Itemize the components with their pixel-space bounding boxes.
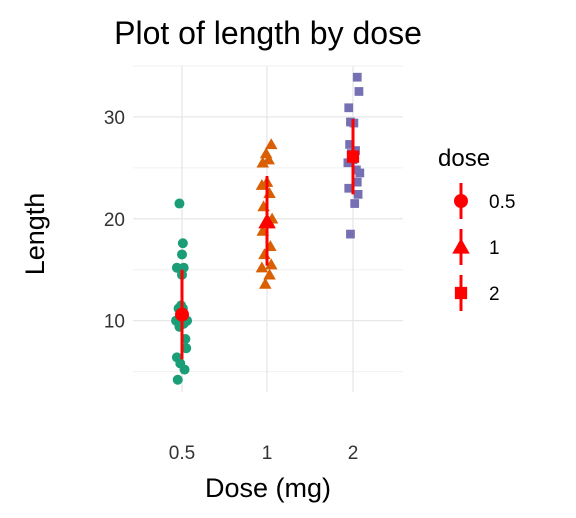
data-point bbox=[172, 374, 183, 385]
data-point bbox=[345, 140, 354, 149]
data-point bbox=[255, 178, 269, 190]
mean-marker bbox=[258, 213, 276, 229]
y-tick-labels: 10 20 30 bbox=[104, 108, 125, 333]
data-point bbox=[354, 87, 364, 96]
data-point bbox=[346, 117, 355, 127]
summary-markers bbox=[175, 118, 360, 360]
legend-key-marker bbox=[452, 238, 470, 254]
legend-label: 0.5 bbox=[489, 192, 515, 213]
data-point bbox=[255, 261, 269, 273]
legend-label: 2 bbox=[489, 284, 500, 305]
data-point bbox=[344, 103, 354, 113]
mean-marker bbox=[175, 307, 189, 322]
data-point bbox=[265, 258, 278, 270]
data-point bbox=[353, 189, 363, 199]
x-tick-labels: 0.5 1 2 bbox=[169, 443, 359, 464]
data-point bbox=[350, 199, 360, 208]
data-point bbox=[263, 268, 276, 280]
x-tick-label: 2 bbox=[348, 443, 359, 464]
legend-label: 1 bbox=[489, 238, 500, 259]
legend-key-marker bbox=[454, 194, 468, 208]
data-point bbox=[181, 343, 192, 354]
data-point bbox=[352, 165, 361, 175]
x-axis-title: Dose (mg) bbox=[205, 473, 331, 503]
x-tick-label: 1 bbox=[262, 443, 273, 464]
y-tick-label: 20 bbox=[104, 210, 125, 231]
y-axis-title: Length bbox=[20, 193, 50, 276]
data-point bbox=[256, 156, 269, 168]
x-tick-label: 0.5 bbox=[169, 443, 195, 464]
y-tick-label: 10 bbox=[104, 312, 125, 333]
data-point bbox=[174, 198, 185, 209]
data-point bbox=[262, 153, 275, 165]
legend-title: dose bbox=[438, 145, 490, 172]
data-point bbox=[259, 147, 273, 159]
chart-title: Plot of length by dose bbox=[114, 15, 422, 51]
data-point bbox=[178, 262, 189, 273]
data-point bbox=[177, 238, 188, 249]
y-tick-label: 30 bbox=[104, 108, 125, 129]
data-point bbox=[265, 138, 278, 150]
data-point bbox=[344, 183, 354, 193]
data-point bbox=[352, 72, 362, 82]
data-point bbox=[171, 352, 182, 363]
data-point bbox=[352, 177, 362, 187]
data-point bbox=[346, 229, 355, 239]
data-point bbox=[177, 249, 187, 260]
mean-marker bbox=[346, 150, 360, 163]
legend: dose 0.5 1 2 bbox=[438, 145, 515, 311]
data-point bbox=[259, 277, 272, 289]
legend-key-marker bbox=[454, 286, 468, 300]
